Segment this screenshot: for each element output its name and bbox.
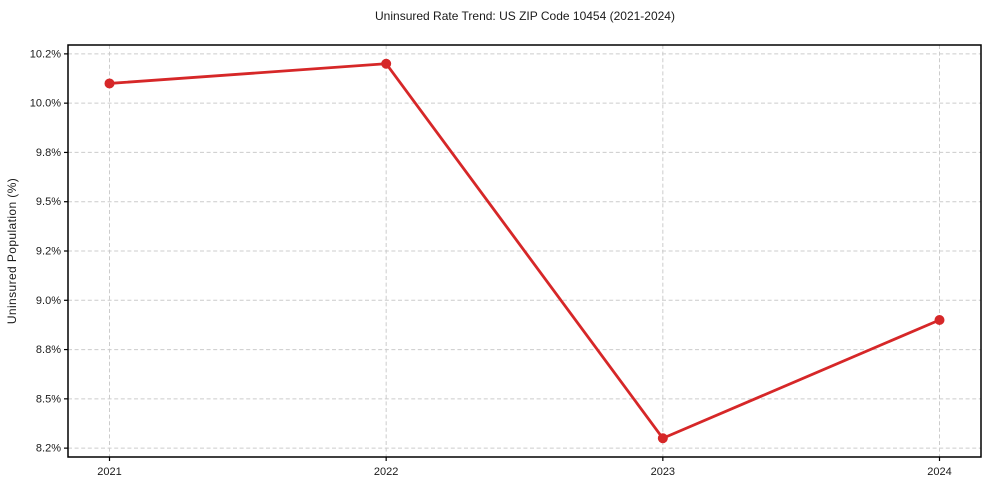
trend-line	[108, 62, 941, 440]
data-point-2023	[657, 433, 668, 444]
y-tick-label: 9.5%	[36, 196, 61, 208]
y-tick-label: 8.5%	[36, 393, 61, 405]
tick-labels: 8.2% 8.5% 8.8% 9.0% 9.2% 9.5% 9.8% 10.0% 10.2% 20…	[30, 48, 952, 478]
x-tick-label: 2024	[927, 466, 951, 478]
y-tick-label: 8.8%	[36, 344, 61, 356]
y-tick-label: 8.2%	[36, 443, 61, 455]
data-point-2022	[381, 58, 392, 69]
x-tick-label: 2023	[651, 466, 675, 478]
y-axis-label: Uninsured Population (%)	[5, 178, 19, 324]
data-series	[104, 58, 945, 444]
data-point-2021	[104, 78, 115, 89]
data-point-2024	[934, 314, 945, 325]
plot-border	[67, 44, 982, 458]
y-tick-label: 9.8%	[36, 147, 61, 159]
chart-title: Uninsured Rate Trend: US ZIP Code 10454 …	[375, 9, 675, 23]
y-tick-label: 10.2%	[30, 48, 61, 60]
axis-ticks	[64, 53, 941, 461]
y-tick-label: 10.0%	[30, 98, 61, 110]
y-tick-label: 9.2%	[36, 246, 61, 258]
x-tick-label: 2021	[97, 466, 121, 478]
x-tick-label: 2022	[374, 466, 398, 478]
y-tick-label: 9.0%	[36, 295, 61, 307]
